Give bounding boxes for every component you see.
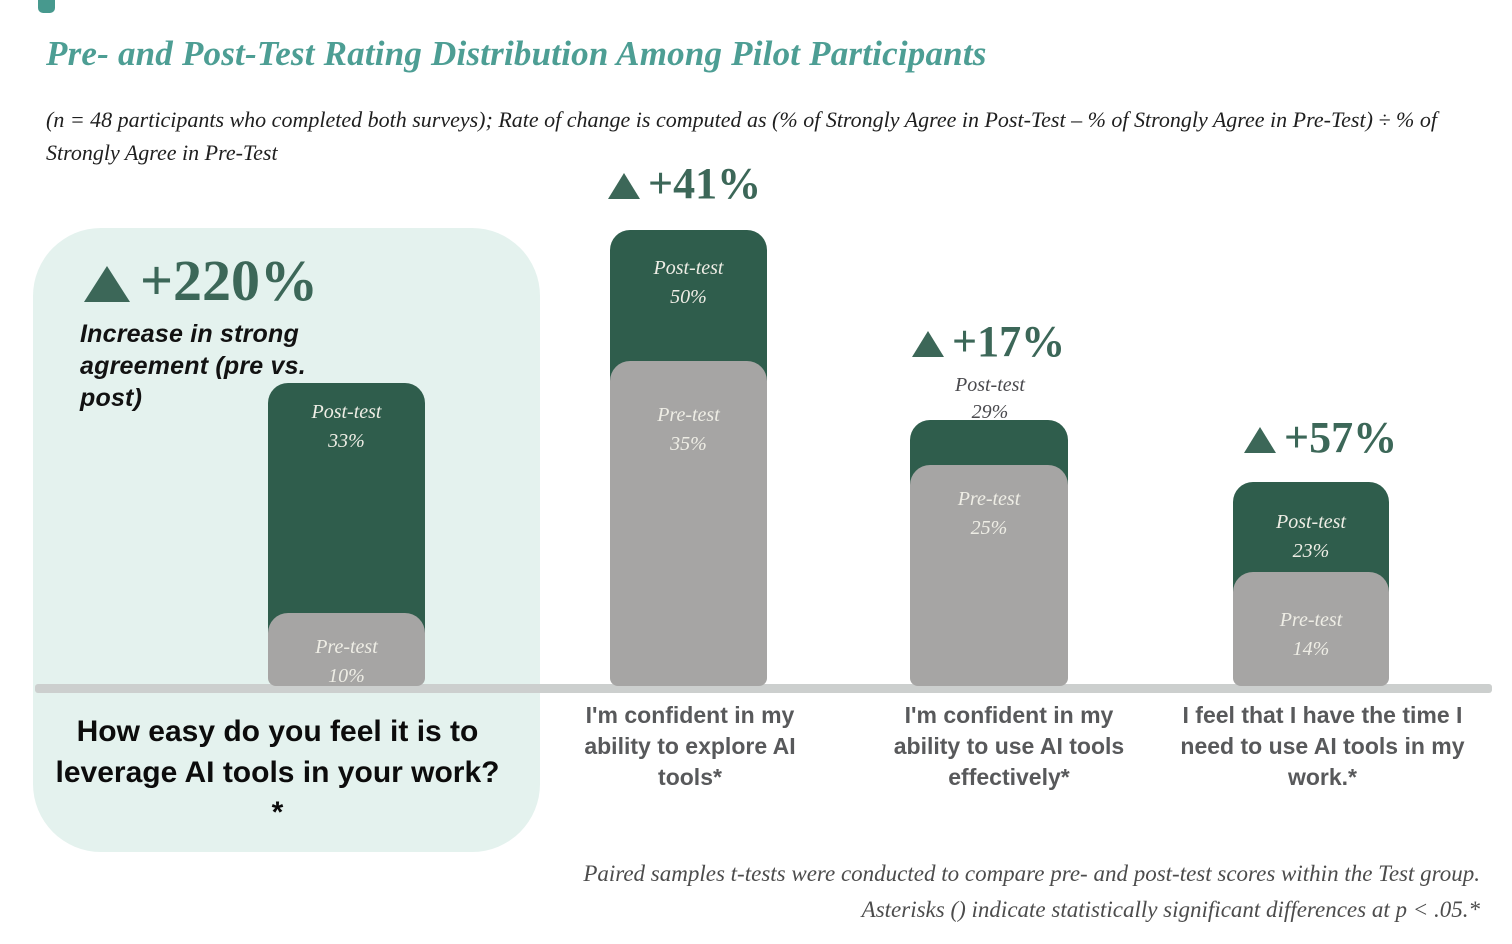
increase-caption: Increase in strong agreement (pre vs. po… [80,320,306,412]
corner-logo-fragment [38,0,55,13]
page-title: Pre- and Post-Test Rating Distribution A… [46,34,987,73]
segment-value: 23% [1292,540,1330,562]
segment-series-name: Post-test [311,401,382,423]
segment-value: 14% [1292,638,1330,660]
bar1-pretest-segment: Pre-test 10% [268,613,425,687]
segment-label: Pre-test 25% [910,485,1068,543]
triangle-up-icon [84,266,130,302]
footnote-line-1: Paired samples t-tests were conducted to… [583,861,1480,886]
category-label-2: I'm confident in my ability to explore A… [584,702,796,791]
rate-value: +220% [140,248,319,313]
segment-label: Pre-test 35% [610,401,767,459]
segment-label: Post-test 33% [268,398,425,456]
rate-value: +17% [952,317,1066,366]
rate-value: +41% [648,159,762,208]
segment-value: 10% [328,665,365,687]
segment-label: Pre-test 10% [268,633,425,691]
bar2-posttest-segment: Post-test 50% [610,230,767,385]
category-label-4: I feel that I have the time I need to us… [1180,702,1465,791]
footnote-line-2: Asterisks () indicate statistically sign… [861,896,1480,922]
category-label-3: I'm confident in my ability to use AI to… [893,702,1125,791]
segment-series-name: Post-test [653,257,724,279]
bar2-pretest-segment: Pre-test 35% [610,361,767,686]
rate-badge-2: +41% [608,162,761,206]
chart-subtitle: (n = 48 participants who completed both … [46,107,1437,165]
bar4-pretest-segment: Pre-test 14% [1233,572,1389,686]
segment-series-name: Post-test [955,374,1025,396]
bar1-posttest-segment: Post-test 33% [268,383,425,639]
segment-value: 35% [670,433,707,455]
bar3-posttest-outside-label: Post-test 29% [860,372,1120,426]
rate-value: +57% [1284,413,1398,462]
triangle-up-icon [608,173,640,199]
category-label-1: How easy do you feel it is to leverage A… [55,715,500,829]
segment-label: Post-test 50% [610,254,767,312]
rate-badge-4: +57% [1244,416,1397,460]
triangle-up-icon [912,331,944,357]
segment-series-name: Post-test [1276,511,1346,533]
baseline-axis [35,684,1492,693]
segment-value: 50% [670,286,707,308]
footnote: Paired samples t-tests were conducted to… [500,856,1480,927]
bar3-pretest-segment: Pre-test 25% [910,465,1068,686]
segment-series-name: Pre-test [1279,609,1343,631]
segment-value: 33% [328,430,365,452]
segment-value: 25% [970,517,1008,539]
segment-value: 29% [971,401,1009,423]
triangle-up-icon [1244,427,1276,453]
rate-badge-3: +17% [912,320,1065,364]
rate-badge-1: +220% [84,252,318,310]
segment-series-name: Pre-test [957,488,1021,510]
segment-label: Post-test 23% [1233,508,1389,566]
segment-series-name: Pre-test [315,636,378,658]
segment-series-name: Pre-test [657,404,720,426]
segment-label: Pre-test 14% [1233,606,1389,664]
